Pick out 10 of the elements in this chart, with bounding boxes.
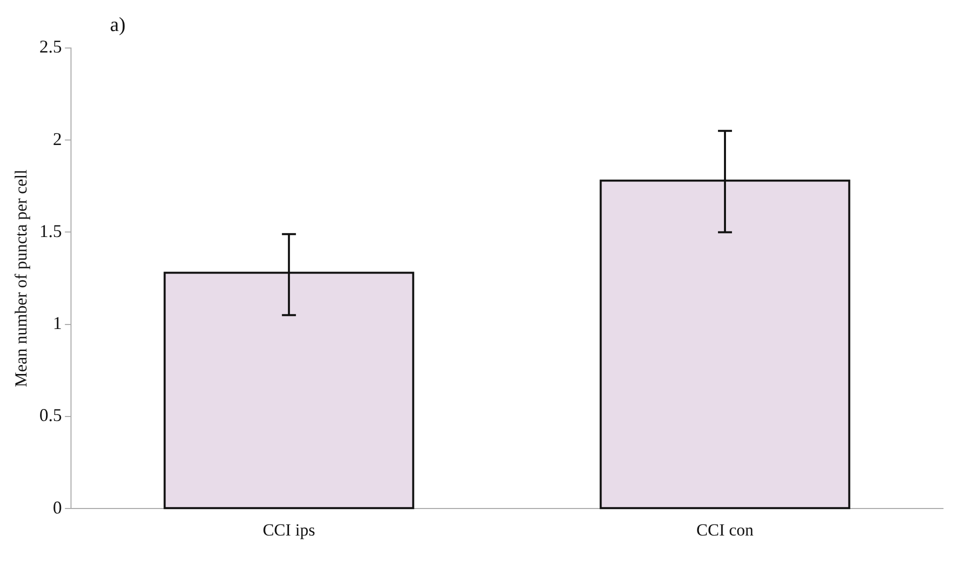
y-axis-title: Mean number of puncta per cell (12, 169, 31, 388)
y-tick-label: 0 (52, 497, 62, 518)
x-tick-label: CCI con (696, 520, 754, 540)
chart-title: a) (110, 14, 126, 37)
y-tick-label: 2 (52, 128, 62, 149)
y-tick-label: 1 (52, 313, 62, 334)
x-tick-label: CCI ips (262, 520, 316, 540)
y-tick-label: 0.5 (39, 405, 62, 426)
y-tick-label: 2.5 (39, 36, 62, 57)
y-tick-label: 1.5 (39, 220, 62, 241)
